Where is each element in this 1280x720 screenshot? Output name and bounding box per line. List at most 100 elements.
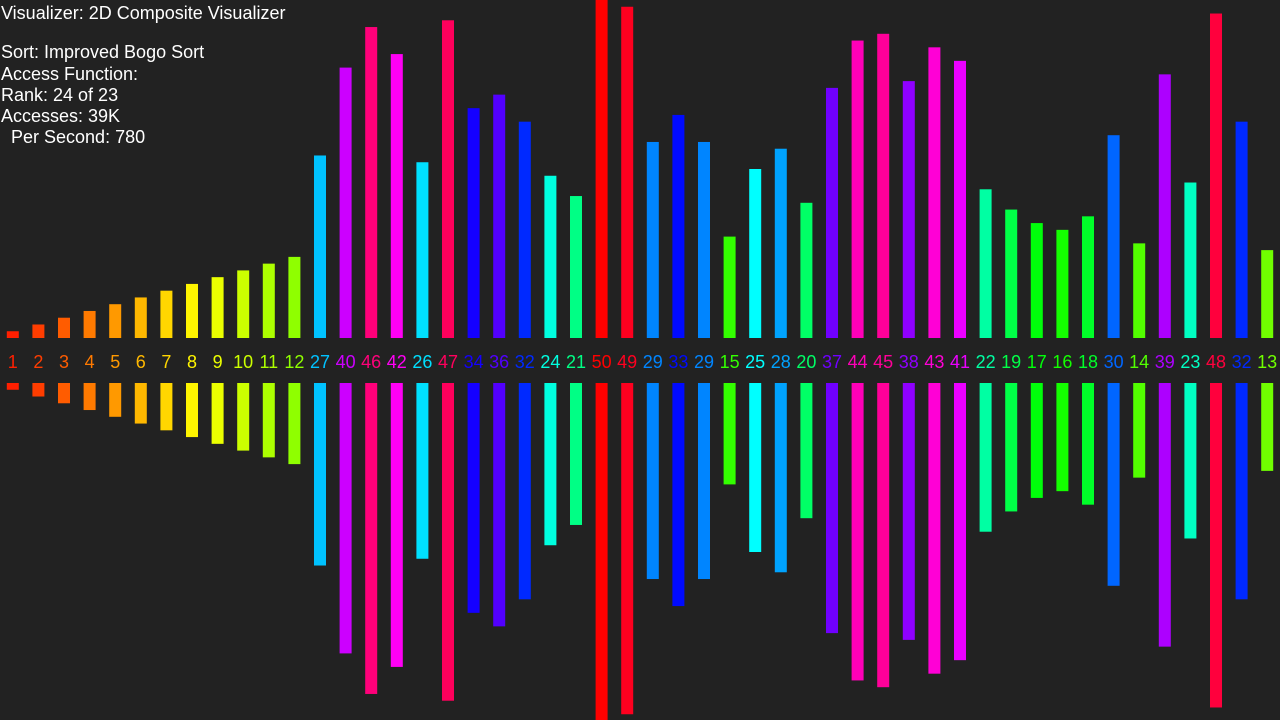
bar-bottom — [902, 383, 915, 640]
bar-top — [544, 175, 557, 338]
value-label: 3 — [59, 352, 69, 372]
value-label: 29 — [643, 352, 663, 372]
bar-bottom — [672, 383, 685, 607]
value-label: 20 — [796, 352, 816, 372]
bar-top — [877, 33, 890, 339]
bar-bottom — [646, 383, 659, 580]
per-second: Per Second: 780 — [1, 127, 145, 147]
bar-top — [237, 270, 250, 338]
bar-bottom — [493, 383, 506, 627]
value-label: 15 — [720, 352, 740, 372]
bar-top — [518, 121, 531, 339]
bar-top — [467, 108, 480, 338]
bar-bottom — [1210, 383, 1222, 708]
bar-top — [1158, 74, 1171, 339]
value-label: 4 — [85, 352, 95, 372]
value-label: 22 — [976, 352, 996, 372]
bar-bottom — [698, 383, 710, 580]
bar-bottom — [1030, 383, 1043, 498]
bar-top — [851, 40, 864, 339]
bar-bottom — [32, 383, 45, 397]
bar-bottom — [954, 383, 966, 661]
bar-top — [1210, 13, 1222, 339]
bar-top — [365, 27, 378, 338]
bar-top — [58, 317, 70, 338]
bar-top — [723, 236, 736, 338]
bar-bottom — [416, 383, 429, 559]
bar-top — [698, 141, 710, 338]
value-label: 33 — [668, 352, 688, 372]
accesses: Accesses: 39K — [1, 106, 120, 126]
value-label: 7 — [161, 352, 171, 372]
bar-top — [979, 189, 992, 338]
value-label: 46 — [361, 352, 381, 372]
bar-bottom — [6, 383, 19, 390]
bar-top — [902, 81, 915, 339]
bar-top — [211, 277, 224, 338]
value-label: 26 — [412, 352, 432, 372]
bar-top — [826, 87, 838, 338]
value-label: 9 — [213, 352, 223, 372]
value-label: 41 — [950, 352, 970, 372]
bar-top — [134, 297, 147, 338]
bar-top — [1107, 135, 1120, 338]
value-label: 6 — [136, 352, 146, 372]
value-label: 45 — [873, 352, 893, 372]
bar-bottom — [1005, 383, 1018, 512]
bar-bottom — [621, 383, 634, 715]
bar-bottom — [288, 383, 301, 465]
value-label: 29 — [694, 352, 714, 372]
bar-top — [493, 94, 506, 338]
bar-top — [262, 263, 275, 338]
value-label: 30 — [1104, 352, 1124, 372]
bar-top — [32, 324, 45, 338]
bar-bottom — [1107, 383, 1120, 586]
bar-top — [288, 256, 301, 338]
bar-top — [1005, 209, 1018, 338]
sort-name: Sort: Improved Bogo Sort — [1, 42, 204, 62]
bar-bottom — [160, 383, 173, 431]
bar-top — [109, 304, 122, 338]
value-label: 24 — [540, 352, 560, 372]
bar-bottom — [774, 383, 787, 573]
bar-top — [1082, 216, 1094, 338]
bar-bottom — [467, 383, 480, 613]
bar-bottom — [186, 383, 198, 438]
bar-top — [570, 196, 582, 338]
value-label: 21 — [566, 352, 586, 372]
bar-bottom — [134, 383, 147, 424]
value-label: 1 — [8, 352, 18, 372]
bar-bottom — [1261, 383, 1274, 471]
value-label: 23 — [1180, 352, 1200, 372]
value-label: 5 — [110, 352, 120, 372]
bar-top — [646, 141, 659, 338]
bar-bottom — [390, 383, 403, 667]
value-label: 48 — [1206, 352, 1226, 372]
bar-bottom — [800, 383, 813, 519]
value-label: 18 — [1078, 352, 1098, 372]
value-label: 50 — [592, 352, 612, 372]
value-label: 10 — [233, 352, 253, 372]
value-label: 44 — [848, 352, 868, 372]
value-label: 16 — [1052, 352, 1072, 372]
bar-bottom — [1235, 383, 1248, 600]
bar-bottom — [749, 383, 762, 552]
bar-top — [314, 155, 326, 338]
bar-bottom — [442, 383, 454, 701]
bar-bottom — [1082, 383, 1094, 505]
bar-bottom — [979, 383, 992, 532]
value-label: 47 — [438, 352, 458, 372]
value-label: 25 — [745, 352, 765, 372]
bar-bottom — [851, 383, 864, 681]
value-label: 13 — [1257, 352, 1277, 372]
value-label: 8 — [187, 352, 197, 372]
bar-bottom — [1056, 383, 1069, 492]
bar-bottom — [544, 383, 557, 546]
bar-bottom — [1184, 383, 1197, 539]
bar-top — [595, 0, 608, 338]
bar-top — [1030, 223, 1043, 338]
bar-top — [416, 162, 429, 338]
value-label: 34 — [464, 352, 484, 372]
